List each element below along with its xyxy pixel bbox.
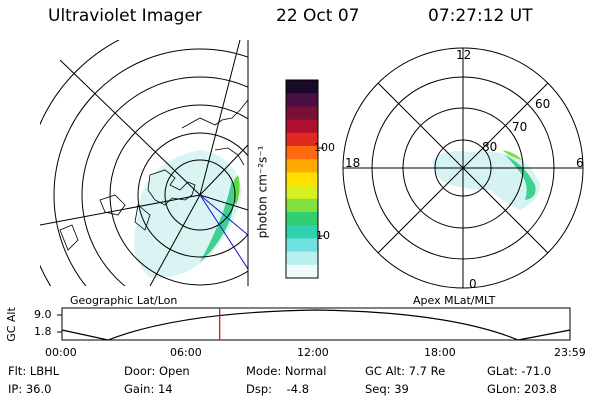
colorbar-frame	[285, 79, 319, 279]
geographic-map-panel	[40, 40, 248, 286]
mlt-label-12: 12	[456, 48, 472, 62]
xtick-0600: 06:00	[170, 346, 202, 359]
time-label: 07:27:12 UT	[428, 6, 533, 26]
mlt-label-18: 18	[345, 156, 361, 170]
polar-plot-panel	[342, 47, 584, 289]
xtick-2359: 23:59	[554, 346, 586, 359]
altitude-curve	[61, 309, 571, 341]
colorbar	[285, 79, 319, 279]
colorbar-swatch	[286, 106, 318, 121]
colorbar-swatch	[286, 172, 318, 187]
colorbar-swatch	[286, 212, 318, 226]
colorbar-swatch	[286, 119, 318, 134]
mlat-label-70: 70	[512, 120, 528, 134]
status-mode: Mode: Normal	[246, 364, 327, 378]
xtick-0000: 00:00	[45, 346, 77, 359]
colorbar-swatch	[286, 225, 318, 239]
status-dsp: Dsp: -4.8	[246, 382, 310, 396]
timeline-ylabel: GC Alt	[4, 307, 18, 342]
xtick-1800: 18:00	[424, 346, 456, 359]
status-ip: IP: 36.0	[8, 382, 52, 396]
status-seq: Seq: 39	[365, 382, 409, 396]
status-gain: Gain: 14	[124, 382, 173, 396]
colorbar-swatch	[286, 159, 318, 173]
aurora-region-left	[134, 150, 242, 279]
mlat-label-80: 80	[482, 140, 498, 154]
altitude-timeline	[57, 307, 571, 341]
colorbar-swatch	[286, 80, 318, 94]
status-door: Door: Open	[124, 364, 190, 378]
aurora-region-right	[432, 151, 540, 210]
mlt-label-0: 0	[469, 277, 477, 291]
left-panel-caption: Geographic Lat/Lon	[70, 294, 178, 307]
colorbar-swatch	[286, 185, 318, 200]
colorbar-swatch	[286, 93, 318, 107]
colorbar-swatch	[286, 146, 318, 160]
instrument-title: Ultraviolet Imager	[48, 6, 202, 26]
colorbar-swatch	[286, 132, 318, 147]
mlt-label-6: 6	[576, 156, 584, 170]
status-flt: Flt: LBHL	[8, 364, 60, 378]
colorbar-swatch	[286, 198, 318, 213]
date-label: 22 Oct 07	[276, 6, 360, 26]
xtick-1200: 12:00	[297, 346, 329, 359]
colorbar-unit-label: photon cm⁻²s⁻¹	[255, 145, 270, 239]
colorbar-swatch	[286, 238, 318, 253]
status-glon: GLon: 203.8	[487, 382, 557, 396]
colorbar-tick-100: 100	[314, 141, 335, 154]
colorbar-swatch	[286, 251, 318, 266]
status-gc-alt: GC Alt: 7.7 Re	[365, 364, 446, 378]
aurora-band-left	[200, 180, 235, 262]
mlat-label-60: 60	[535, 97, 551, 111]
colorbar-tick-10: 10	[316, 229, 330, 242]
coastline	[147, 169, 196, 206]
right-panel-caption: Apex MLat/MLT	[413, 294, 496, 307]
ytick-1-8: 1.8	[34, 325, 52, 338]
status-glat: GLat: -71.0	[487, 364, 552, 378]
colorbar-swatch	[286, 264, 318, 279]
ytick-9-0: 9.0	[34, 308, 52, 321]
aurora-band-right	[505, 155, 536, 200]
